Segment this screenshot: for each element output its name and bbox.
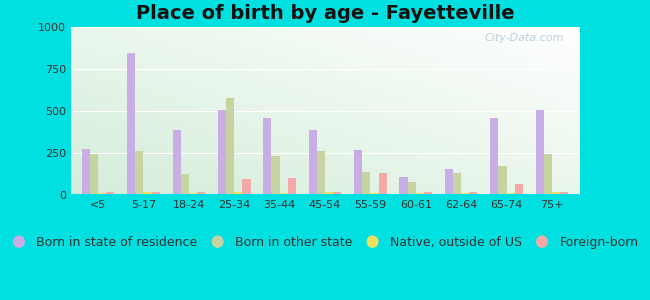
Bar (453, 173, 461, 195)
Bar (544, 154, 552, 195)
Bar (424, 193, 432, 195)
Bar (378, 173, 387, 195)
Bar (560, 192, 568, 195)
Bar (197, 193, 205, 195)
Bar (469, 193, 478, 195)
Bar (280, 193, 288, 195)
Bar (263, 118, 272, 195)
Bar (354, 150, 362, 195)
Bar (90, 154, 98, 195)
Bar (234, 193, 242, 195)
Bar (226, 98, 234, 195)
Bar (127, 52, 135, 195)
Bar (416, 193, 424, 195)
Bar (82, 149, 90, 195)
Bar (181, 174, 189, 195)
Bar (288, 178, 296, 195)
Title: Place of birth by age - Fayetteville: Place of birth by age - Fayetteville (136, 4, 514, 23)
Bar (106, 192, 114, 195)
Bar (515, 184, 523, 195)
Bar (506, 193, 515, 195)
Bar (272, 157, 280, 195)
Bar (408, 182, 416, 195)
Bar (189, 193, 197, 195)
Bar (490, 118, 499, 195)
Bar (309, 130, 317, 195)
Bar (151, 192, 160, 195)
Bar (445, 169, 453, 195)
Bar (317, 152, 325, 195)
Bar (135, 151, 144, 195)
Bar (144, 193, 151, 195)
Bar (98, 193, 106, 195)
Bar (218, 110, 226, 195)
Bar (325, 193, 333, 195)
Bar (242, 179, 250, 195)
Bar (536, 110, 544, 195)
Bar (333, 192, 341, 195)
Bar (362, 172, 370, 195)
Bar (499, 166, 506, 195)
Bar (172, 130, 181, 195)
Text: City-Data.com: City-Data.com (484, 32, 564, 43)
Bar (370, 193, 378, 195)
Legend: Born in state of residence, Born in other state, Native, outside of US, Foreign-: Born in state of residence, Born in othe… (6, 231, 644, 254)
Bar (461, 193, 469, 195)
Bar (400, 177, 408, 195)
Bar (552, 193, 560, 195)
